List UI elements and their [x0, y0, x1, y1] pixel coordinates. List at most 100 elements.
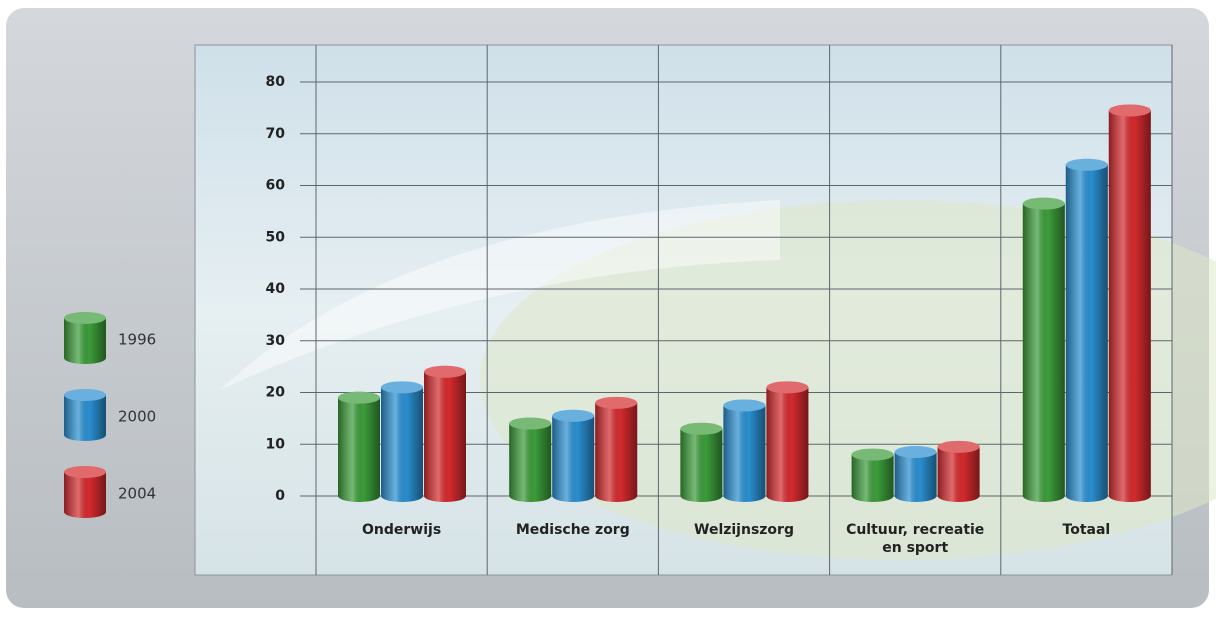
legend-swatch	[64, 466, 106, 518]
cylinder-top-light	[381, 381, 423, 394]
cylinder-base-shade	[1065, 490, 1108, 502]
x-tick-label: Welzijnszorg	[694, 522, 794, 538]
bar	[723, 399, 766, 502]
cylinder-top	[509, 417, 552, 430]
cylinder-top	[680, 422, 723, 435]
cylinder-top-light	[1065, 158, 1108, 171]
cylinder-shade	[338, 397, 380, 496]
cylinder-shade	[851, 454, 894, 496]
cylinder-top	[937, 440, 980, 453]
cylinder-base-shade	[381, 490, 423, 502]
cylinder-base-shade	[64, 506, 106, 518]
x-tick-label: Onderwijs	[362, 522, 442, 538]
cylinder-base-shade	[338, 490, 380, 502]
y-tick-label: 70	[266, 126, 286, 142]
cylinder-top-light	[680, 422, 723, 435]
cylinder-base-shade	[1022, 490, 1065, 502]
cylinder-base-shade	[552, 490, 595, 502]
bar	[894, 446, 937, 502]
cylinder-top-light	[851, 448, 894, 461]
cylinder-base-shade	[894, 490, 937, 502]
y-tick-label: 80	[266, 74, 286, 90]
cylinder-top	[595, 396, 638, 409]
legend-label: 2004	[118, 485, 156, 503]
cylinder-top-light	[64, 312, 106, 324]
y-tick-label: 40	[266, 281, 286, 297]
cylinder-shade	[424, 371, 466, 496]
x-tick-label: Cultuur, recreatie en sport	[846, 522, 985, 556]
cylinder-top	[851, 448, 894, 461]
y-tick-label: 20	[266, 385, 286, 401]
cylinder-top-light	[894, 446, 937, 459]
cylinder-base-shade	[64, 429, 106, 441]
cylinder-top	[1022, 197, 1065, 210]
cylinder-base-shade	[680, 490, 723, 502]
cylinder-top	[424, 365, 466, 378]
bar	[1108, 104, 1151, 502]
cylinder-top	[64, 389, 106, 401]
cylinder-top	[64, 312, 106, 324]
bar	[937, 440, 980, 502]
cylinder-top-light	[64, 389, 106, 401]
bar	[509, 417, 552, 502]
cylinder-base-shade	[1108, 490, 1151, 502]
cylinder-shade	[64, 472, 106, 512]
legend-swatch	[64, 389, 106, 441]
cylinder-top-light	[723, 399, 766, 412]
cylinder-base-shade	[766, 490, 809, 502]
bar	[680, 422, 723, 502]
cylinder-base-shade	[937, 490, 980, 502]
y-tick-label: 30	[266, 333, 286, 349]
cylinder-top-light	[509, 417, 552, 430]
cylinder-top	[338, 391, 380, 404]
cylinder-base-shade	[595, 490, 638, 502]
cylinder-top	[1065, 158, 1108, 171]
cylinder-shade	[894, 452, 937, 496]
cylinder-top	[766, 381, 809, 394]
y-tick-label: 0	[275, 488, 285, 504]
cylinder-base-shade	[723, 490, 766, 502]
cylinder-top	[894, 446, 937, 459]
bar	[424, 365, 466, 502]
cylinder-shade	[595, 402, 638, 496]
cylinder-base-shade	[424, 490, 466, 502]
cylinder-base-shade	[509, 490, 552, 502]
cylinder-top-light	[1022, 197, 1065, 210]
cylinder-base-shade	[851, 490, 894, 502]
y-tick-label: 60	[266, 178, 286, 194]
cylinder-top	[1108, 104, 1151, 117]
y-tick-label: 50	[266, 229, 286, 245]
cylinder-top-light	[338, 391, 380, 404]
bar	[381, 381, 423, 502]
cylinder-shade	[64, 395, 106, 435]
cylinder-shade	[552, 415, 595, 496]
cylinder-shade	[1022, 203, 1065, 497]
legend-swatch	[64, 312, 106, 364]
bar	[1065, 158, 1108, 502]
bar	[851, 448, 894, 502]
cylinder-shade	[723, 405, 766, 496]
cylinder-shade	[766, 387, 809, 496]
bar	[595, 396, 638, 502]
cylinder-shade	[1108, 110, 1151, 497]
cylinder-top-light	[552, 409, 595, 422]
cylinder-base-shade	[64, 352, 106, 364]
cylinder-shade	[680, 428, 723, 496]
cylinder-shade	[64, 318, 106, 358]
bar	[766, 381, 809, 502]
bar	[338, 391, 380, 502]
x-tick-label: Medische zorg	[515, 522, 630, 538]
cylinder-shade	[937, 446, 980, 496]
bar	[552, 409, 595, 502]
x-tick-label: Totaal	[1062, 522, 1111, 538]
bar	[1022, 197, 1065, 502]
cylinder-top-light	[424, 365, 466, 378]
cylinder-shade	[381, 387, 423, 496]
cylinder-top	[552, 409, 595, 422]
y-tick-label: 10	[266, 436, 286, 452]
cylinder-top	[381, 381, 423, 394]
cylinder-top-light	[1108, 104, 1151, 117]
cylinder-top-light	[595, 396, 638, 409]
